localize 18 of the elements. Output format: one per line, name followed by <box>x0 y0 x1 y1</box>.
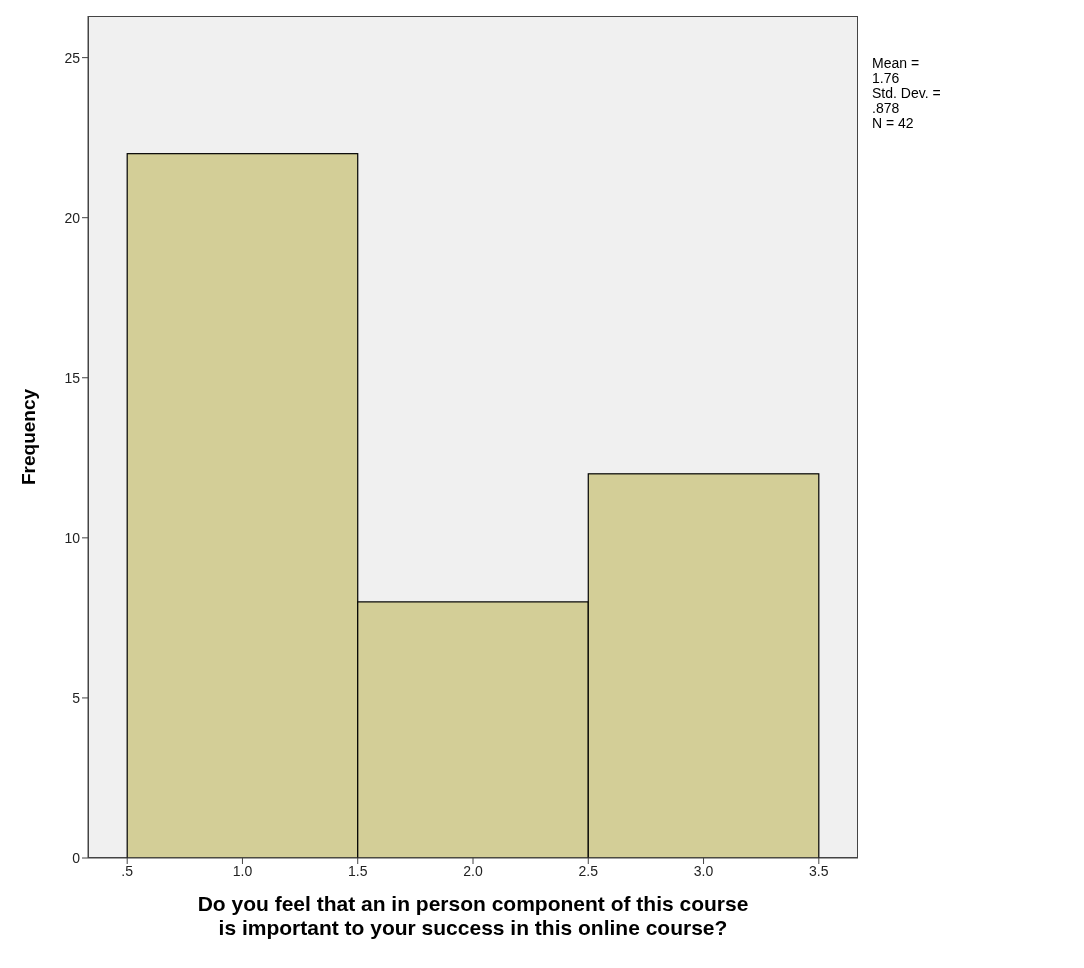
y-tick-label: 0 <box>72 849 81 866</box>
x-tick-label: 1.0 <box>232 862 253 879</box>
x-axis-title: Do you feel that an in person component of this course is important to your success in this online course? <box>196 892 750 940</box>
text: Mean = 1.76 <box>872 55 921 86</box>
x-tick-label: 3.5 <box>809 862 829 879</box>
x-tick-label: 2.0 <box>463 862 483 879</box>
text: Std. Dev. = .878 <box>872 85 942 116</box>
text: N = 42 <box>872 115 915 131</box>
y-axis-title: Frequency <box>17 388 39 486</box>
y-tick-label: 15 <box>64 369 81 386</box>
y-tick-label: 25 <box>64 49 81 66</box>
y-tick-label: 10 <box>64 529 81 546</box>
x-tick-label: 1.5 <box>348 862 368 879</box>
x-tick-label: 2.5 <box>578 862 599 879</box>
y-tick-label: 5 <box>72 689 81 706</box>
x-tick-label: 3.0 <box>693 862 714 879</box>
y-tick-label: 20 <box>64 209 81 226</box>
x-tick-label: .5 <box>121 862 134 879</box>
